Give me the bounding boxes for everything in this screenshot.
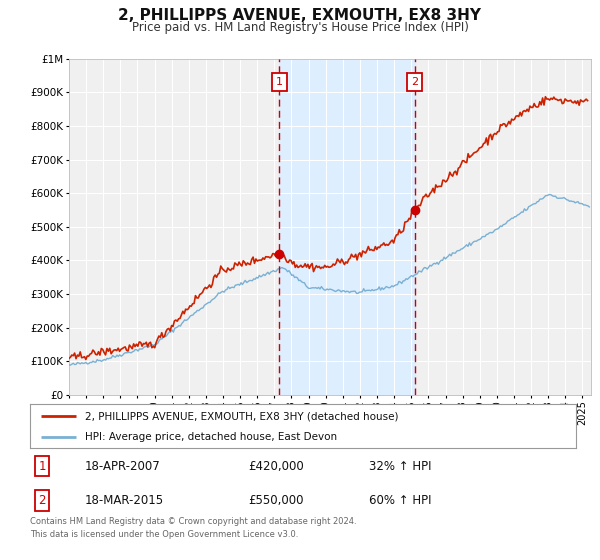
Text: 1: 1 (38, 460, 46, 473)
Text: £420,000: £420,000 (248, 460, 304, 473)
Text: 2, PHILLIPPS AVENUE, EXMOUTH, EX8 3HY (detached house): 2, PHILLIPPS AVENUE, EXMOUTH, EX8 3HY (d… (85, 411, 398, 421)
Text: 1: 1 (276, 77, 283, 87)
Bar (280, 59, 415, 395)
Text: 2, PHILLIPPS AVENUE, EXMOUTH, EX8 3HY: 2, PHILLIPPS AVENUE, EXMOUTH, EX8 3HY (119, 8, 482, 24)
Text: 2: 2 (38, 494, 46, 507)
Text: 18-MAR-2015: 18-MAR-2015 (85, 494, 164, 507)
Text: Price paid vs. HM Land Registry's House Price Index (HPI): Price paid vs. HM Land Registry's House … (131, 21, 469, 34)
Text: Contains HM Land Registry data © Crown copyright and database right 2024.: Contains HM Land Registry data © Crown c… (30, 517, 356, 526)
Text: 60% ↑ HPI: 60% ↑ HPI (368, 494, 431, 507)
Text: 18-APR-2007: 18-APR-2007 (85, 460, 160, 473)
Text: 32% ↑ HPI: 32% ↑ HPI (368, 460, 431, 473)
Text: 2: 2 (412, 77, 418, 87)
Text: HPI: Average price, detached house, East Devon: HPI: Average price, detached house, East… (85, 432, 337, 442)
Text: This data is licensed under the Open Government Licence v3.0.: This data is licensed under the Open Gov… (30, 530, 298, 539)
Text: £550,000: £550,000 (248, 494, 304, 507)
